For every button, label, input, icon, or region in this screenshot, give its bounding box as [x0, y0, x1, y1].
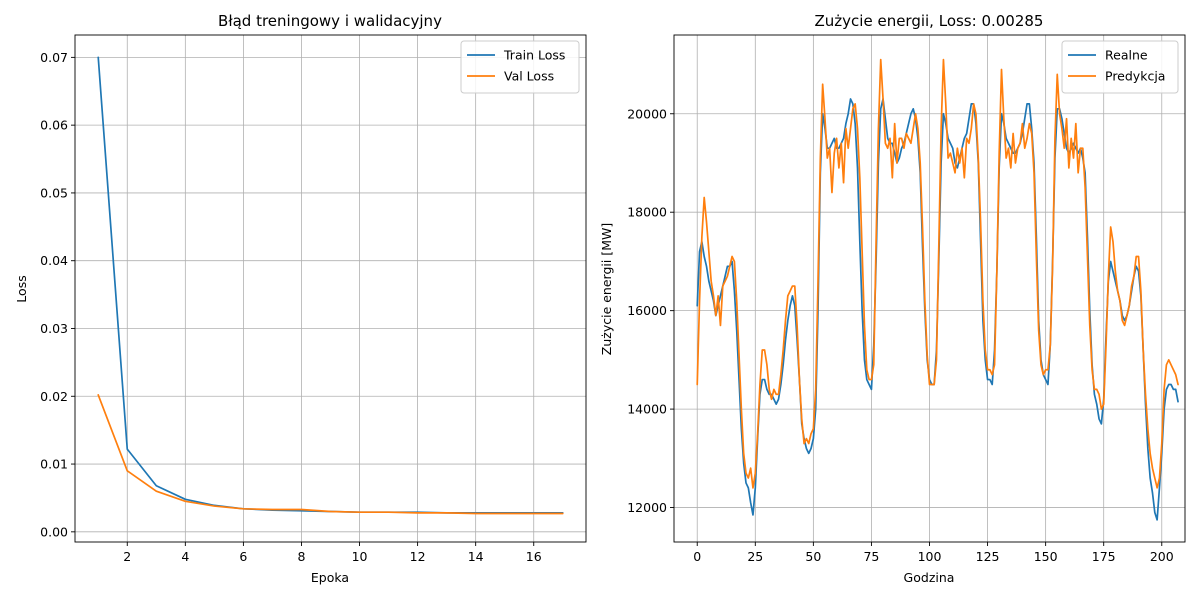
- legend-box: [460, 40, 580, 94]
- y-tick-label: 0.01: [40, 457, 68, 472]
- series-line-train-loss: [97, 56, 564, 514]
- x-tick-label: 75: [863, 549, 879, 564]
- loss-chart-ylabel: Loss: [14, 275, 29, 302]
- x-tick-label: 2: [123, 549, 131, 564]
- loss-chart-legend: Train Loss Val Loss: [460, 40, 580, 94]
- x-tick-label: 14: [468, 549, 484, 564]
- y-tick-label: 20000: [627, 106, 667, 121]
- x-tick-label: 200: [1150, 549, 1174, 564]
- x-tick-label: 150: [1034, 549, 1058, 564]
- legend-label: Val Loss: [504, 69, 554, 84]
- legend-label: Realne: [1105, 48, 1148, 63]
- y-tick-label: 12000: [627, 500, 667, 515]
- y-tick-label: 0.07: [40, 50, 68, 65]
- x-tick-label: 50: [805, 549, 821, 564]
- energy-chart-title: Zużycie energii, Loss: 0.00285: [815, 12, 1044, 30]
- y-tick-label: 0.00: [40, 524, 68, 539]
- x-tick-label: 16: [526, 549, 542, 564]
- energy-chart-ylabel: Zużycie energii [MW]: [599, 223, 614, 355]
- x-tick-label: 6: [239, 549, 247, 564]
- loss-chart-title: Błąd treningowy i walidacyjny: [218, 12, 442, 30]
- x-tick-label: 125: [976, 549, 1000, 564]
- energy-chart-legend: Realne Predykcja: [1061, 40, 1179, 94]
- x-tick-label: 8: [297, 549, 305, 564]
- legend-label: Predykcja: [1105, 69, 1165, 84]
- y-tick-label: 0.04: [40, 253, 68, 268]
- series-line-val-loss: [97, 394, 564, 515]
- energy-chart-xlabel: Godzina: [904, 570, 955, 585]
- energy-chart: Zużycie energii, Loss: 0.00285 0 25 50 75 10…: [599, 12, 1186, 585]
- loss-chart-frame: [74, 34, 587, 543]
- loss-chart-ticks: 2 4 6 8 10 12 14 16 0.00 0.01 0.02 0.03 0.04 0.05 0.06…: [40, 50, 542, 564]
- y-tick-label: 18000: [627, 205, 667, 220]
- series-line-predykcja: [696, 58, 1179, 489]
- y-tick-label: 0.06: [40, 118, 68, 133]
- loss-chart: Błąd treningowy i walidacyjny 2 4 6 8 10 12 14…: [14, 12, 587, 585]
- y-tick-label: 16000: [627, 303, 667, 318]
- x-tick-label: 100: [918, 549, 942, 564]
- x-tick-label: 175: [1092, 549, 1116, 564]
- loss-chart-lines: [97, 56, 564, 515]
- y-tick-label: 0.05: [40, 185, 68, 200]
- x-tick-label: 12: [410, 549, 426, 564]
- x-tick-label: 4: [181, 549, 189, 564]
- y-tick-label: 0.03: [40, 321, 68, 336]
- energy-chart-frame: [673, 34, 1186, 543]
- energy-chart-lines: [696, 58, 1179, 521]
- x-tick-label: 0: [693, 549, 701, 564]
- energy-chart-ticks: 0 25 50 75 100 125 150 175 200 12000 14000 16000 180…: [627, 106, 1174, 564]
- y-tick-label: 14000: [627, 402, 667, 417]
- x-tick-label: 10: [352, 549, 368, 564]
- y-tick-label: 0.02: [40, 389, 68, 404]
- legend-label: Train Loss: [503, 48, 565, 63]
- loss-chart-grid: [75, 35, 586, 542]
- loss-chart-xlabel: Epoka: [311, 570, 349, 585]
- legend-box: [1061, 40, 1179, 94]
- x-tick-label: 25: [747, 549, 763, 564]
